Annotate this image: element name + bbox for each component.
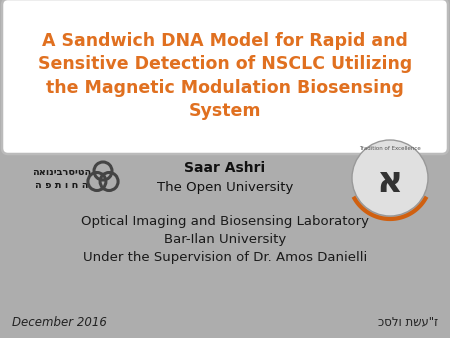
Text: December 2016: December 2016 — [12, 315, 107, 329]
FancyBboxPatch shape — [2, 0, 448, 154]
Text: Optical Imaging and Biosensing Laboratory: Optical Imaging and Biosensing Laborator… — [81, 216, 369, 228]
Text: A Sandwich DNA Model for Rapid and
Sensitive Detection of NSCLC Utilizing
the Ma: A Sandwich DNA Model for Rapid and Sensi… — [38, 31, 412, 120]
Text: כסלו תשע"ז: כסלו תשע"ז — [378, 315, 438, 329]
Text: האוניברסיטה: האוניברסיטה — [32, 167, 92, 177]
Circle shape — [352, 140, 428, 216]
Text: The Open University: The Open University — [157, 182, 293, 194]
Text: א: א — [377, 165, 403, 199]
Text: ה פ ת ו ח ה: ה פ ת ו ח ה — [35, 180, 89, 190]
Text: Bar-Ilan University: Bar-Ilan University — [164, 234, 286, 246]
Text: Under the Supervision of Dr. Amos Danielli: Under the Supervision of Dr. Amos Daniel… — [83, 251, 367, 265]
Text: Tradition of Excellence: Tradition of Excellence — [359, 145, 421, 150]
Text: Saar Ashri: Saar Ashri — [184, 161, 266, 175]
